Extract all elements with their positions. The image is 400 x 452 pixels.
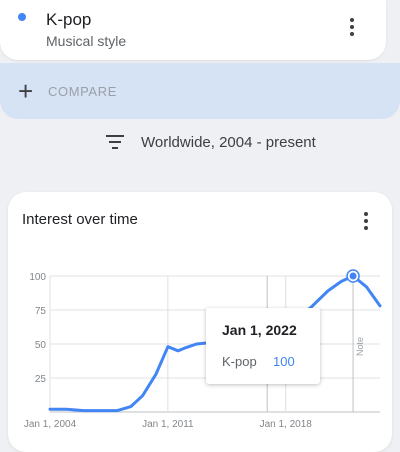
more-vert-icon[interactable] (356, 209, 376, 235)
x-tick-label: Jan 1, 2004 (24, 419, 77, 430)
search-term-card[interactable]: K-pop Musical style (0, 0, 386, 60)
term-color-dot (18, 13, 26, 21)
chart-title: Interest over time (22, 211, 138, 228)
more-vert-icon[interactable] (342, 15, 362, 41)
region-time-filter[interactable]: Worldwide, 2004 - present (0, 122, 400, 162)
x-tick-label: Jan 1, 2018 (260, 419, 313, 430)
highlight-point (349, 272, 357, 280)
interest-line-chart[interactable]: 25 50 75 100 Jan 1, 2004 Jan 1, 2011 Jan 1, 20… (8, 192, 392, 452)
tooltip-term: K-pop (222, 354, 257, 369)
chart-tooltip: Jan 1, 2022 K-pop 100 (206, 308, 320, 384)
y-tick-label: 100 (29, 272, 46, 283)
tooltip-value: 100 (273, 354, 295, 369)
y-tick-label: 50 (35, 340, 47, 351)
interest-over-time-card: Interest over time 25 50 75 100 Jan 1, 2004 J… (8, 192, 392, 452)
plus-icon: + (18, 76, 34, 106)
y-tick-label: 75 (35, 306, 47, 317)
x-tick-label: Jan 1, 2011 (142, 419, 194, 430)
compare-button[interactable]: + COMPARE (0, 63, 400, 119)
note-label: Note (355, 337, 365, 356)
filter-icon (106, 135, 124, 149)
term-name: K-pop (46, 10, 92, 29)
filter-label: Worldwide, 2004 - present (141, 134, 316, 151)
series-line-k-pop (48, 274, 382, 413)
compare-label: COMPARE (48, 84, 117, 99)
y-tick-label: 25 (35, 374, 47, 385)
term-category: Musical style (46, 33, 127, 49)
tooltip-date: Jan 1, 2022 (222, 322, 297, 338)
